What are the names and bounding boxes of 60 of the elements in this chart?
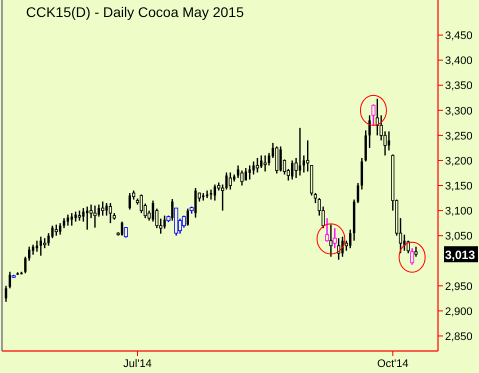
candlestick xyxy=(291,160,294,180)
candlestick xyxy=(186,208,189,226)
candlestick xyxy=(329,224,333,258)
candlestick xyxy=(78,210,82,222)
candlestick xyxy=(140,194,143,214)
candlestick xyxy=(163,214,166,230)
candlestick xyxy=(275,146,278,174)
candlestick xyxy=(98,204,100,218)
y-tick-label: 3,100 xyxy=(445,206,473,218)
candlestick xyxy=(124,226,128,238)
candlestick xyxy=(279,146,282,172)
x-tick-label: Jul'14 xyxy=(123,358,152,370)
y-tick-label: 3,300 xyxy=(445,105,473,118)
candlestick xyxy=(74,210,77,222)
y-tick-label: 3,150 xyxy=(445,180,473,193)
y-tick-label: 2,850 xyxy=(445,330,473,343)
y-tick-label: 3,250 xyxy=(445,130,473,142)
candlestick xyxy=(58,222,62,236)
y-tick-label: 2,900 xyxy=(445,306,473,318)
y-tick-label: 3,050 xyxy=(445,230,473,243)
candlestick xyxy=(32,244,34,256)
candlestick xyxy=(101,200,104,216)
candlestick xyxy=(28,246,30,262)
candlestick xyxy=(70,212,73,226)
candlestick xyxy=(86,206,88,230)
candlestick xyxy=(368,114,371,149)
candlestick xyxy=(171,198,174,222)
candlestick xyxy=(349,228,352,249)
y-tick-label: 3,200 xyxy=(445,155,473,168)
candlestick xyxy=(228,172,232,190)
y-tick-label: 3,350 xyxy=(445,80,473,92)
candlestick xyxy=(51,224,54,239)
candlestick xyxy=(8,271,12,290)
text: 3,013 xyxy=(445,248,476,262)
candlestick xyxy=(66,214,70,226)
candlestick xyxy=(108,202,112,224)
candlestick xyxy=(388,130,390,152)
candlestick xyxy=(93,204,97,228)
y-tick-label: 2,950 xyxy=(445,280,473,293)
candlestick xyxy=(256,157,260,174)
candlestick xyxy=(128,192,131,210)
candlestick xyxy=(376,98,379,136)
candlestick xyxy=(82,207,85,222)
candlestick xyxy=(54,224,58,236)
x-tick-label: Oct'14 xyxy=(377,358,409,370)
chart-title: CCK15(D) - Daily Cocoa May 2015 xyxy=(26,4,244,20)
candlestick xyxy=(40,236,42,256)
candlestick xyxy=(294,157,298,179)
candlestick xyxy=(248,164,251,180)
candlestick xyxy=(24,256,27,274)
candlestick xyxy=(264,154,267,172)
candlestick xyxy=(36,240,38,252)
candlestick xyxy=(43,237,46,249)
candlestick xyxy=(371,104,376,126)
candlestick xyxy=(240,170,244,186)
candlestick xyxy=(244,167,248,182)
y-tick-label: 3,450 xyxy=(445,30,473,42)
candlestick xyxy=(214,184,216,202)
candlestick xyxy=(302,154,306,174)
y-tick-label: 3,400 xyxy=(445,55,473,68)
